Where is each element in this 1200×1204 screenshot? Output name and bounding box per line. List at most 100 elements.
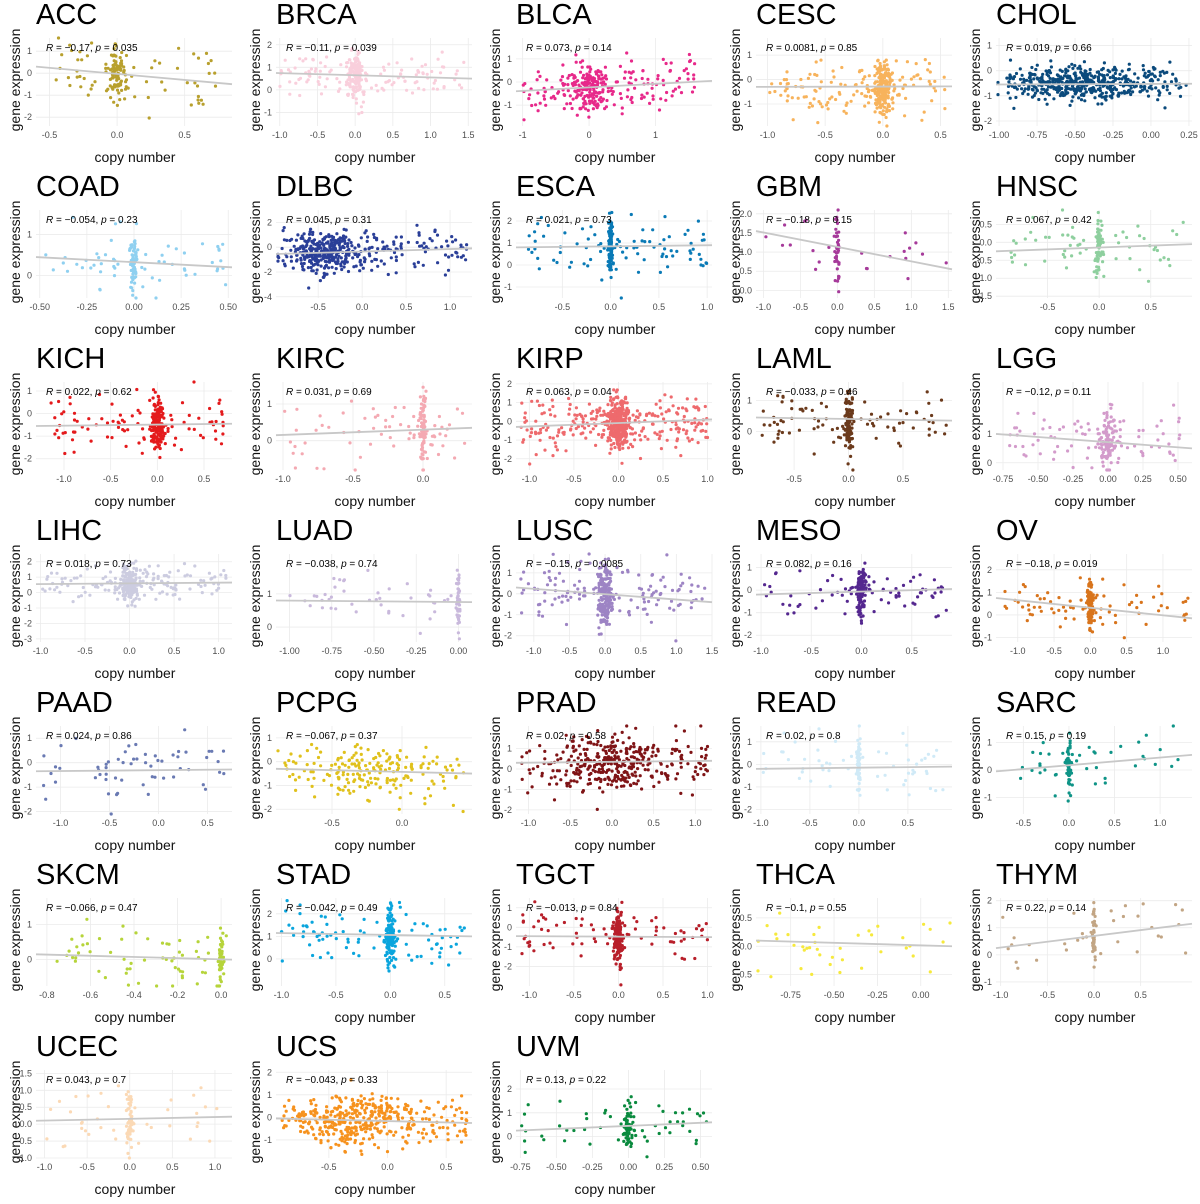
data-point [1178, 437, 1181, 440]
data-point [87, 417, 90, 420]
data-point [777, 433, 780, 436]
data-point [426, 457, 429, 460]
data-point [382, 66, 385, 69]
data-point [1098, 80, 1101, 83]
data-point [1034, 68, 1037, 71]
data-point [599, 579, 602, 582]
data-point [301, 59, 304, 62]
y-tick-label: 2 [507, 216, 512, 226]
data-point [543, 600, 546, 603]
data-point [619, 92, 622, 95]
data-point [581, 66, 584, 69]
data-point [536, 91, 539, 94]
data-point [113, 54, 116, 57]
data-point [1105, 91, 1108, 94]
data-point [376, 89, 379, 92]
data-point [878, 111, 881, 114]
data-point [588, 552, 591, 555]
data-point [455, 606, 458, 609]
data-point [1121, 70, 1124, 73]
data-point [339, 264, 342, 267]
data-point [848, 420, 851, 423]
data-point [571, 73, 574, 76]
data-point [583, 594, 586, 597]
data-point [612, 261, 615, 264]
data-point [608, 265, 611, 268]
data-point [401, 614, 404, 617]
data-point [290, 255, 293, 258]
data-point [663, 215, 666, 218]
correlation-annotation: R = 0.021, p = 0.73 [526, 215, 612, 226]
data-point [421, 71, 424, 74]
data-point [678, 86, 681, 89]
x-tick-label: 0.5 [653, 302, 666, 312]
data-point [98, 288, 101, 291]
data-point [436, 88, 439, 91]
data-point [309, 604, 312, 607]
data-point [1110, 415, 1113, 418]
data-point [161, 425, 164, 428]
data-point [424, 390, 427, 393]
data-point [565, 102, 568, 105]
data-point [399, 423, 402, 426]
data-point [183, 267, 186, 270]
regression-line [996, 434, 1192, 448]
data-point [157, 575, 160, 578]
data-point [441, 444, 444, 447]
data-point [351, 256, 354, 259]
data-point [307, 286, 310, 289]
data-point [897, 592, 900, 595]
data-point [614, 413, 617, 416]
data-point [161, 428, 164, 431]
data-point [1103, 448, 1106, 451]
data-point [1011, 261, 1014, 264]
data-point [847, 429, 850, 432]
data-point [219, 259, 222, 262]
data-point [429, 589, 432, 592]
data-point [1105, 95, 1108, 98]
data-point [422, 414, 425, 417]
data-point [832, 441, 835, 444]
data-point [615, 437, 618, 440]
data-point [628, 417, 631, 420]
data-point [1052, 77, 1055, 80]
data-point [816, 425, 819, 428]
data-point [867, 584, 870, 587]
data-point [624, 414, 627, 417]
data-point [400, 69, 403, 72]
data-point [213, 575, 216, 578]
data-point [106, 421, 109, 424]
data-point [1157, 89, 1160, 92]
data-point [1064, 90, 1067, 93]
data-point [529, 435, 532, 438]
data-point [1128, 63, 1131, 66]
data-point [376, 265, 379, 268]
data-point [1115, 430, 1118, 433]
data-point [283, 410, 286, 413]
x-tick-label: 0.0 [604, 302, 617, 312]
data-point [131, 294, 134, 297]
correlation-annotation: R = −0.17, p = 0.035 [46, 43, 138, 54]
x-tick-label: -0.5 [77, 646, 93, 656]
data-point [1178, 417, 1181, 420]
data-point [151, 436, 154, 439]
data-point [362, 93, 365, 96]
data-point [436, 261, 439, 264]
data-point [1156, 438, 1159, 441]
data-point [1112, 419, 1115, 422]
x-tick-label: 1.5 [942, 302, 955, 312]
data-point [538, 267, 541, 270]
data-point [703, 587, 706, 590]
data-point [164, 442, 167, 445]
data-point [785, 70, 788, 73]
data-point [119, 578, 122, 581]
data-point [312, 58, 315, 61]
data-point [578, 413, 581, 416]
data-point [693, 62, 696, 65]
data-point [457, 579, 460, 582]
data-point [1096, 442, 1099, 445]
data-point [298, 57, 301, 60]
data-point [589, 77, 592, 80]
data-point [836, 267, 839, 270]
data-point [593, 77, 596, 80]
